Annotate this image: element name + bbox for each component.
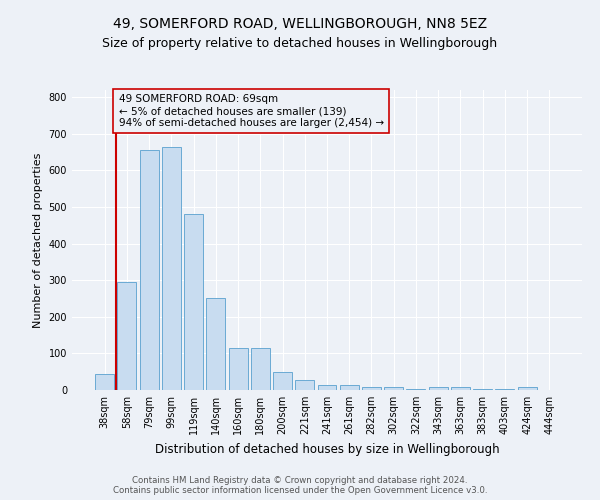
Bar (162, 146, 181, 390)
Text: 49 SOMERFORD ROAD: 69sqm
← 5% of detached houses are smaller (139)
94% of semi-d: 49 SOMERFORD ROAD: 69sqm ← 5% of detache… (119, 94, 383, 128)
Text: Size of property relative to detached houses in Wellingborough: Size of property relative to detached ho… (103, 38, 497, 51)
Text: 49, SOMERFORD ROAD, WELLINGBOROUGH, NN8 5EZ: 49, SOMERFORD ROAD, WELLINGBOROUGH, NN8 … (113, 18, 487, 32)
Bar (251, 348, 270, 390)
Bar (340, 384, 359, 390)
Bar (140, 150, 158, 390)
Bar (118, 282, 136, 390)
Bar (406, 389, 425, 390)
Bar (184, 214, 203, 390)
Bar (451, 387, 470, 390)
Bar (295, 380, 314, 390)
Y-axis label: Number of detached properties: Number of detached properties (33, 152, 43, 328)
Bar (384, 388, 403, 390)
Bar (273, 372, 292, 390)
Bar (206, 298, 225, 390)
Bar (429, 387, 448, 390)
Bar (518, 387, 536, 390)
X-axis label: Distribution of detached houses by size in Wellingborough: Distribution of detached houses by size … (155, 442, 499, 456)
Bar (317, 384, 337, 390)
Bar (473, 389, 492, 390)
Bar (496, 389, 514, 390)
Bar (95, 374, 114, 390)
Text: Contains HM Land Registry data © Crown copyright and database right 2024.
Contai: Contains HM Land Registry data © Crown c… (113, 476, 487, 495)
Bar (362, 388, 381, 390)
Bar (229, 348, 248, 390)
